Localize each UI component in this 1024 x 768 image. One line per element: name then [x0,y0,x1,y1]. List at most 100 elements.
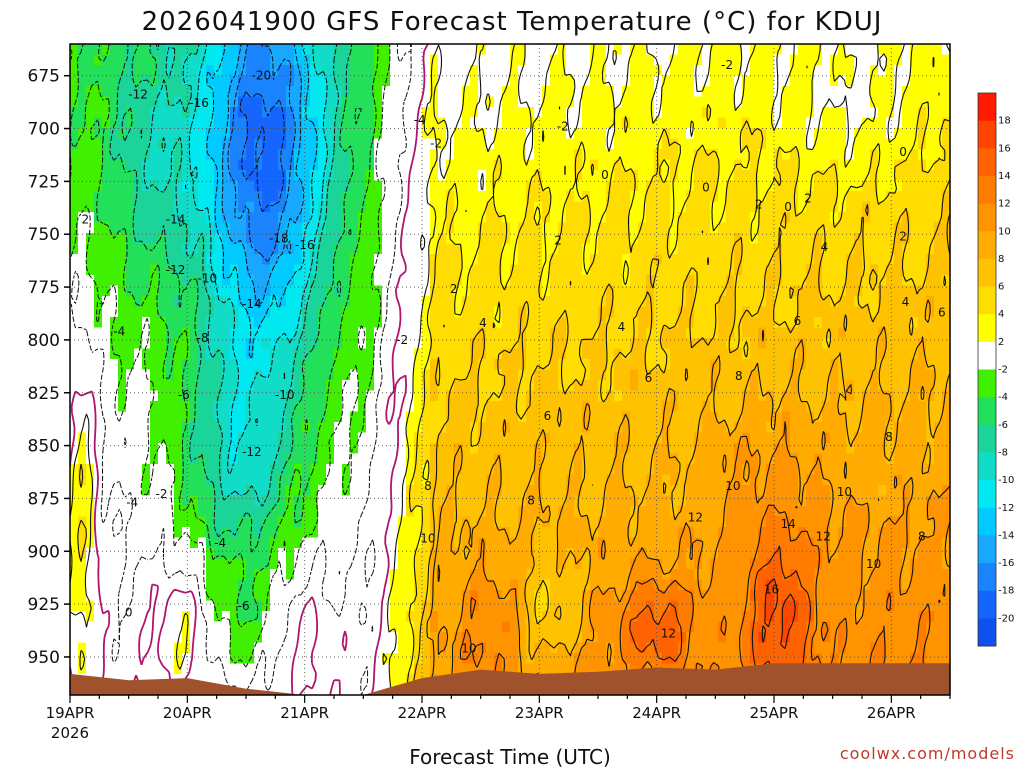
temperature-cell [782,516,791,581]
y-tick-label: 825 [28,384,60,404]
contour-label: 0 [899,145,907,159]
temperature-cell [166,380,175,465]
contour-label: 4 [902,295,910,309]
temperature-cell [262,495,271,518]
temperature-cell [494,401,503,455]
temperature-cell [742,75,751,119]
temperature-cell [206,44,215,66]
contour-line--10 [143,44,339,507]
temperature-cell [694,44,703,66]
temperature-cell [254,506,263,539]
temperature-cell [782,222,791,329]
temperature-cell [710,359,719,392]
temperature-cell [766,264,775,392]
temperature-cell [766,579,775,623]
temperature-cell [118,138,127,161]
temperature-cell [454,632,463,695]
temperature-cell [918,159,927,287]
temperature-cell [70,149,79,255]
temperature-cell [766,506,775,560]
temperature-cell [182,254,191,287]
temperature-cell [358,327,367,350]
contour-label: 2 [899,229,907,243]
temperature-cell [902,285,911,402]
contour-label: -2 [557,119,569,133]
temperature-cell [942,285,950,392]
temperature-cell [766,44,775,192]
temperature-cell [542,642,551,686]
contour-line-8 [426,299,950,695]
temperature-cell [470,422,479,455]
temperature-cell [710,149,719,203]
temperature-cell [142,495,151,695]
colorbar-swatch [978,507,996,536]
temperature-cell [654,621,663,654]
contour-label: 6 [645,371,653,385]
temperature-cell [390,569,399,633]
temperature-cell [390,653,399,695]
temperature-cell [918,285,927,339]
y-tick-label: 775 [28,278,60,298]
temperature-cell [230,327,239,360]
temperature-cell [830,86,839,108]
temperature-cell [310,464,319,539]
temperature-cell [838,75,847,108]
temperature-cell [910,317,919,329]
temperature-cell [582,191,591,245]
temperature-cell [350,254,359,371]
temperature-cell [158,191,167,234]
temperature-cell [94,138,103,192]
temperature-cell [270,254,279,266]
temperature-cell [494,453,503,497]
temperature-cell [566,474,575,549]
temperature-cell [782,86,791,161]
colorbar-label: 4 [998,309,1004,320]
temperature-cell [606,642,615,665]
temperature-cell [910,327,919,360]
temperature-cell [510,348,519,539]
temperature-cell [582,243,591,276]
temperature-cell [542,191,551,224]
temperature-cell [686,569,695,591]
temperature-cell [614,44,623,56]
temperature-cell [838,527,847,623]
contour-label: 12 [816,530,831,544]
temperature-cell [678,506,687,528]
temperature-cell [878,54,887,77]
temperature-cell [454,285,463,318]
temperature-cell [598,590,607,686]
colorbar-label: 10 [998,226,1011,237]
temperature-cell [686,590,695,633]
temperature-cell [822,432,831,444]
temperature-cell [318,75,327,203]
temperature-cell [902,590,911,675]
temperature-cell [606,128,615,150]
temperature-cell [310,65,319,119]
temperature-cell [702,590,711,695]
temperature-cell [630,338,639,371]
temperature-cell [262,338,271,350]
temperature-cell [526,390,535,486]
temperature-cell [86,275,95,465]
temperature-cell [582,401,591,434]
temperature-cell [822,642,831,675]
temperature-cell [862,537,871,591]
temperature-cell [486,401,495,476]
temperature-cell [286,44,295,66]
temperature-cell [750,317,759,371]
temperature-cell [646,180,655,276]
temperature-cell [502,348,511,423]
temperature-cell [230,264,239,308]
temperature-cell [430,149,439,255]
temperature-cell [406,621,415,675]
temperature-cell [310,275,319,350]
temperature-cell [446,390,455,486]
temperature-cell [726,432,735,486]
temperature-cell [878,327,887,360]
temperature-cell [694,338,703,434]
temperature-cell [334,422,343,695]
contour-line--16 [221,44,305,306]
temperature-cell [262,317,271,339]
temperature-cell [326,180,335,287]
